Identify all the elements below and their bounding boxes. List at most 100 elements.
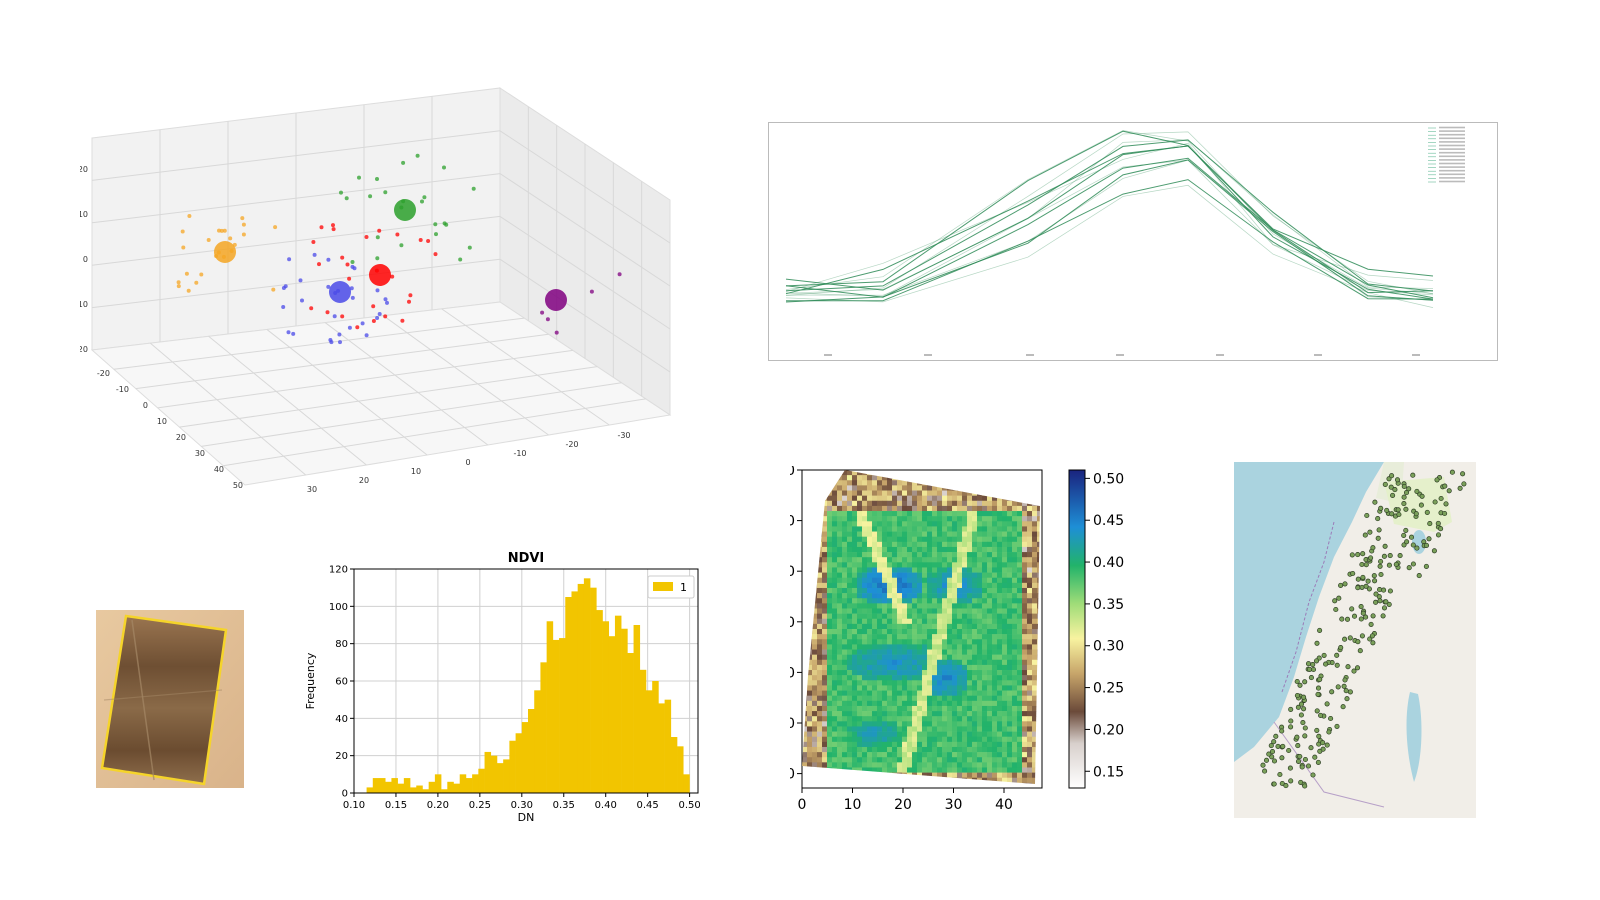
heatmap-cell [867,521,873,527]
heatmap-cell [1007,659,1013,666]
heatmap-cell [817,582,823,589]
map-point [1370,545,1376,551]
heatmap-cell [997,511,1003,517]
heatmap-cell [1022,582,1028,589]
heatmap-cell [1032,644,1038,650]
heatmap-cell [1012,634,1018,640]
heatmap-cell [1007,608,1013,614]
heatmap-cell [972,526,978,532]
heatmap-cell [952,526,958,532]
heatmap-cell [892,603,898,609]
scatter-point [273,225,278,230]
heatmap-cell [867,654,873,661]
heatmap-cell [942,644,948,650]
heatmap-cell [817,629,823,635]
heatmap-cell [812,675,818,681]
heatmap-cell [867,634,873,640]
heatmap-cell [917,536,923,543]
map-point [1317,627,1323,633]
heatmap-cell [932,608,938,614]
y-tick-label: 0 [465,458,470,467]
heatmap-cell [932,562,938,568]
heatmap-cell [1027,726,1033,732]
heatmap-cell [872,613,878,620]
heatmap-cell [887,670,893,676]
heatmap-cell [852,582,858,589]
line-series [785,145,1434,295]
heatmap-cell [902,695,908,702]
heatmap-cell [912,526,918,532]
heatmap-cell [1027,608,1033,614]
y-tick-label: 0 [342,789,348,800]
heatmap-cell [812,629,818,635]
heatmap-cell [1002,598,1008,604]
heatmap-cell [962,659,968,666]
heatmap-cell [872,572,878,579]
heatmap-cell [1032,664,1038,671]
heatmap-cell [857,562,863,568]
heatmap-cell [937,613,943,620]
heatmap-cell [807,690,813,696]
heatmap-cell [1017,757,1023,763]
heatmap-cell [992,582,998,589]
histogram-bar [515,733,523,793]
heatmap-cell [922,680,928,686]
heatmap-cell [887,711,893,717]
heatmap-cell [1037,541,1040,548]
scatter-point [377,312,382,316]
heatmap-cell [902,670,908,676]
histogram-bar [670,737,678,793]
heatmap-cell [997,680,1003,686]
heatmap-cell [832,521,838,527]
heatmap-cell [847,711,853,717]
heatmap-cell [817,572,823,579]
heatmap-cell [882,629,888,635]
map-point [1377,598,1383,604]
heatmap-cell [867,587,873,594]
heatmap-cell [832,700,838,707]
heatmap-cell [892,598,898,604]
heatmap-cell [942,772,948,779]
heatmap-cell [922,639,928,645]
heatmap-cell [942,490,948,496]
heatmap-cell [967,685,973,691]
heatmap-cell [882,721,888,727]
scatter-point [368,194,373,199]
heatmap-cell [897,613,903,620]
heatmap-cell [837,480,843,486]
heatmap-cell [872,705,878,712]
heatmap-cell [997,649,1003,655]
heatmap-cell [862,521,868,527]
heatmap-cell [882,521,888,527]
heatmap-cell [812,680,818,686]
heatmap-cell [812,746,818,753]
legend-entry [1439,159,1465,161]
heatmap-cell [987,552,993,558]
heatmap-cell [967,736,973,743]
heatmap-cell [917,736,923,743]
heatmap-cell [927,572,933,579]
heatmap-cell [812,659,818,666]
heatmap-cell [932,690,938,696]
heatmap-cell [877,505,883,512]
heatmap-cell [982,526,988,532]
heatmap-cell [927,752,933,758]
heatmap-cell [887,752,893,758]
heatmap-cell [877,634,883,640]
heatmap-cell [992,531,998,537]
map-point [1401,483,1407,490]
heatmap-cell [857,480,863,486]
heatmap-cell [882,618,888,625]
map-point [1378,558,1384,565]
heatmap-cell [822,536,828,543]
heatmap-cell [857,500,863,507]
heatmap-cell [967,572,973,579]
heatmap-cell [1007,629,1013,635]
heatmap-cell [972,516,978,522]
heatmap-cell [1007,531,1013,537]
heatmap-cell [982,572,988,579]
heatmap-cell [932,567,938,573]
heatmap-cell [927,741,933,748]
heatmap-cell [1017,541,1023,548]
histogram-bar [478,768,485,793]
